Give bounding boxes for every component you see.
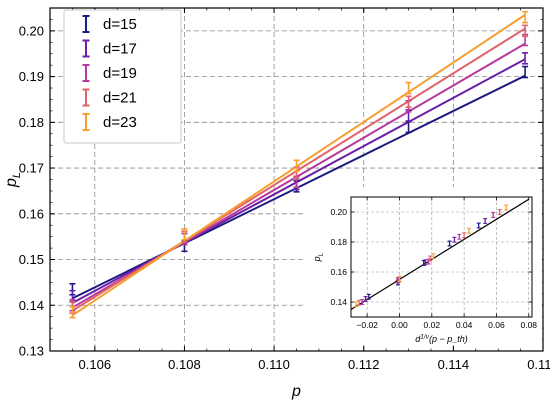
inset-point xyxy=(476,222,481,229)
inset-x-tick-label: 0.02 xyxy=(424,320,441,330)
error-bar xyxy=(405,95,412,109)
inset-point xyxy=(447,240,452,247)
legend-entry: d=19 xyxy=(82,64,137,82)
inset-point xyxy=(397,275,402,282)
legend-entry: d=17 xyxy=(82,39,137,58)
inset-point xyxy=(431,253,436,260)
error-bar xyxy=(522,65,529,79)
inset-y-axis-label: pL xyxy=(312,252,325,262)
x-tick-label: 0.108 xyxy=(168,357,201,372)
y-axis-label: pL xyxy=(3,172,23,188)
inset-points xyxy=(353,204,509,308)
error-bar xyxy=(522,52,529,65)
x-tick-label: 0.114 xyxy=(438,357,470,372)
y-tick-label: 0.14 xyxy=(19,298,44,313)
fit-line xyxy=(71,14,526,317)
inset-y-tick-label: 0.20 xyxy=(330,207,347,217)
inset-point xyxy=(360,299,365,305)
inset-point xyxy=(483,218,488,224)
inset-point xyxy=(497,209,502,215)
legend-label: d=17 xyxy=(103,41,137,58)
y-tick-label: 0.15 xyxy=(19,252,44,267)
legend-label: d=19 xyxy=(103,65,137,82)
legend: d=15 d=17 d=19 d=21 d=23 xyxy=(63,9,182,144)
x-tick-label: 0.106 xyxy=(79,357,112,372)
inset-point xyxy=(457,233,462,240)
error-bar xyxy=(293,159,300,173)
inset-frame xyxy=(350,196,533,318)
main-error-bars xyxy=(69,10,529,319)
inset-point xyxy=(363,296,368,302)
error-bar xyxy=(181,228,188,241)
x-axis-label: p xyxy=(291,383,301,400)
legend-label: d=23 xyxy=(103,114,137,131)
legend-label: d=21 xyxy=(103,90,137,107)
y-tick-label: 0.17 xyxy=(19,161,44,176)
inset-point xyxy=(452,236,457,243)
legend-label: d=15 xyxy=(103,16,137,33)
legend-entry: d=21 xyxy=(82,88,137,107)
inset-x-axis-label: d1/ν(p − p_th) xyxy=(415,334,467,345)
inset-point xyxy=(466,227,471,234)
inset-point xyxy=(366,293,371,300)
y-axis-label-text: pL xyxy=(3,172,23,188)
inset-x-tick-label: 0.00 xyxy=(391,320,408,330)
x-tick-label: 0.116 xyxy=(527,357,550,372)
error-bar xyxy=(405,81,412,95)
legend-box xyxy=(63,9,182,144)
inset-y-tick-label: 0.14 xyxy=(330,297,347,307)
inset-x-tick-label: 0.06 xyxy=(488,320,505,330)
inset-point xyxy=(428,255,433,262)
inset-x-tick-label: −0.02 xyxy=(356,320,378,330)
inset-fit-line xyxy=(351,198,530,311)
inset-point xyxy=(491,212,496,218)
main-ticks: 0.106 0.108 0.110 0.112 0.114 0.116 0.13 0.14 0.… xyxy=(19,8,550,372)
inset-point xyxy=(357,299,362,306)
fit-line xyxy=(71,27,526,312)
y-tick-label: 0.19 xyxy=(19,69,44,84)
inset-x-tick-label: 0.04 xyxy=(456,320,473,330)
x-tick-label: 0.110 xyxy=(258,357,290,372)
y-tick-label: 0.16 xyxy=(19,206,44,221)
inset-point xyxy=(504,204,509,211)
y-tick-label: 0.13 xyxy=(19,344,44,359)
legend-entry: d=23 xyxy=(82,113,137,131)
error-bar xyxy=(522,10,529,24)
inset-y-tick-label: 0.18 xyxy=(330,237,347,247)
inset-y-tick-label: 0.16 xyxy=(330,267,347,277)
inset-point xyxy=(462,232,467,239)
inset-x-tick-label: 0.08 xyxy=(520,320,537,330)
error-bar xyxy=(522,24,529,38)
inset-point xyxy=(353,301,358,308)
inset-background xyxy=(304,187,542,345)
legend-entry: d=15 xyxy=(82,15,137,33)
y-tick-label: 0.18 xyxy=(19,115,44,130)
inset-point xyxy=(423,259,428,266)
error-bar xyxy=(69,305,76,319)
y-tick-label: 0.20 xyxy=(19,23,44,38)
inset-chart: −0.02 0.00 0.02 0.04 0.06 0.08 0.14 0.16 0.18 0.2… xyxy=(304,187,542,345)
x-tick-label: 0.112 xyxy=(348,357,380,372)
inset-ticks: −0.02 0.00 0.02 0.04 0.06 0.08 0.14 0.16 0.18 0.2… xyxy=(330,197,537,330)
